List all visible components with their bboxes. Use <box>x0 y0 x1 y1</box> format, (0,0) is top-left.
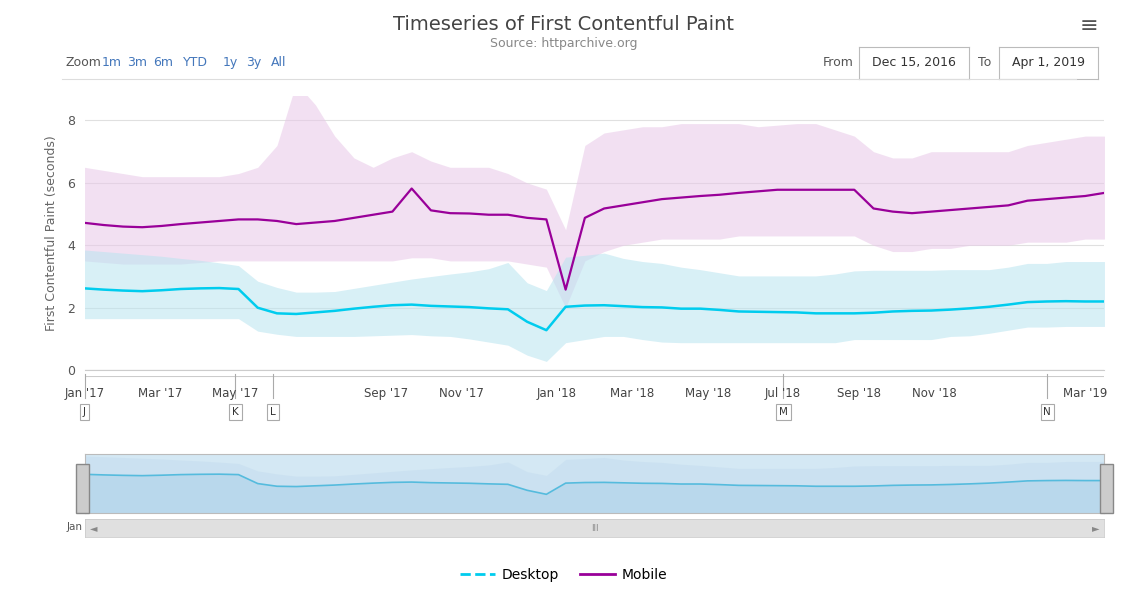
Text: Nov '18: Nov '18 <box>912 387 957 401</box>
Text: Jan '18: Jan '18 <box>536 387 577 401</box>
Text: N: N <box>1044 407 1051 417</box>
Text: Mar '17: Mar '17 <box>137 387 183 401</box>
Text: May '18: May '18 <box>684 387 730 401</box>
Text: Jan '18: Jan '18 <box>539 522 575 533</box>
Text: Nov '17: Nov '17 <box>440 387 485 401</box>
Text: YTD: YTD <box>183 56 207 69</box>
Text: ≡: ≡ <box>1080 16 1098 36</box>
Text: Source: httparchive.org: Source: httparchive.org <box>490 37 637 50</box>
Text: L: L <box>270 407 276 417</box>
Text: May '18: May '18 <box>687 522 728 533</box>
Text: All: All <box>270 56 286 69</box>
Text: M: M <box>779 407 788 417</box>
Text: Mar '18: Mar '18 <box>610 387 655 401</box>
Text: To: To <box>978 56 992 69</box>
Text: Jan '17: Jan '17 <box>66 522 103 533</box>
Text: Sep '18: Sep '18 <box>836 387 880 401</box>
Text: 1y: 1y <box>223 56 239 69</box>
Text: J: J <box>83 407 86 417</box>
Text: Sep '17: Sep '17 <box>364 387 408 401</box>
Text: Dec 15, 2016: Dec 15, 2016 <box>872 57 956 69</box>
Text: 3m: 3m <box>127 56 148 69</box>
Text: ►: ► <box>1092 524 1099 533</box>
Text: K: K <box>232 407 239 417</box>
Text: 3y: 3y <box>246 56 261 69</box>
Y-axis label: First Contentful Paint (seconds): First Contentful Paint (seconds) <box>45 135 59 331</box>
Text: 1m: 1m <box>101 56 122 69</box>
Text: ◄: ◄ <box>90 524 97 533</box>
Text: 6m: 6m <box>153 56 174 69</box>
Legend: Desktop, Mobile: Desktop, Mobile <box>454 562 673 587</box>
Text: Timeseries of First Contentful Paint: Timeseries of First Contentful Paint <box>393 15 734 34</box>
Text: Sep '18: Sep '18 <box>840 522 878 533</box>
Text: Zoom: Zoom <box>65 56 101 69</box>
FancyBboxPatch shape <box>77 464 89 513</box>
Text: Jul '18: Jul '18 <box>765 387 801 401</box>
Text: May '17: May '17 <box>212 387 259 401</box>
FancyBboxPatch shape <box>1100 464 1112 513</box>
Text: Apr 1, 2019: Apr 1, 2019 <box>1012 57 1084 69</box>
Text: Sep '17: Sep '17 <box>367 522 406 533</box>
Text: III: III <box>591 524 598 533</box>
Text: Jan '19: Jan '19 <box>1030 522 1065 533</box>
Text: Mar '19: Mar '19 <box>1063 387 1107 401</box>
Text: Jan '17: Jan '17 <box>64 387 105 401</box>
Text: From: From <box>823 56 853 69</box>
